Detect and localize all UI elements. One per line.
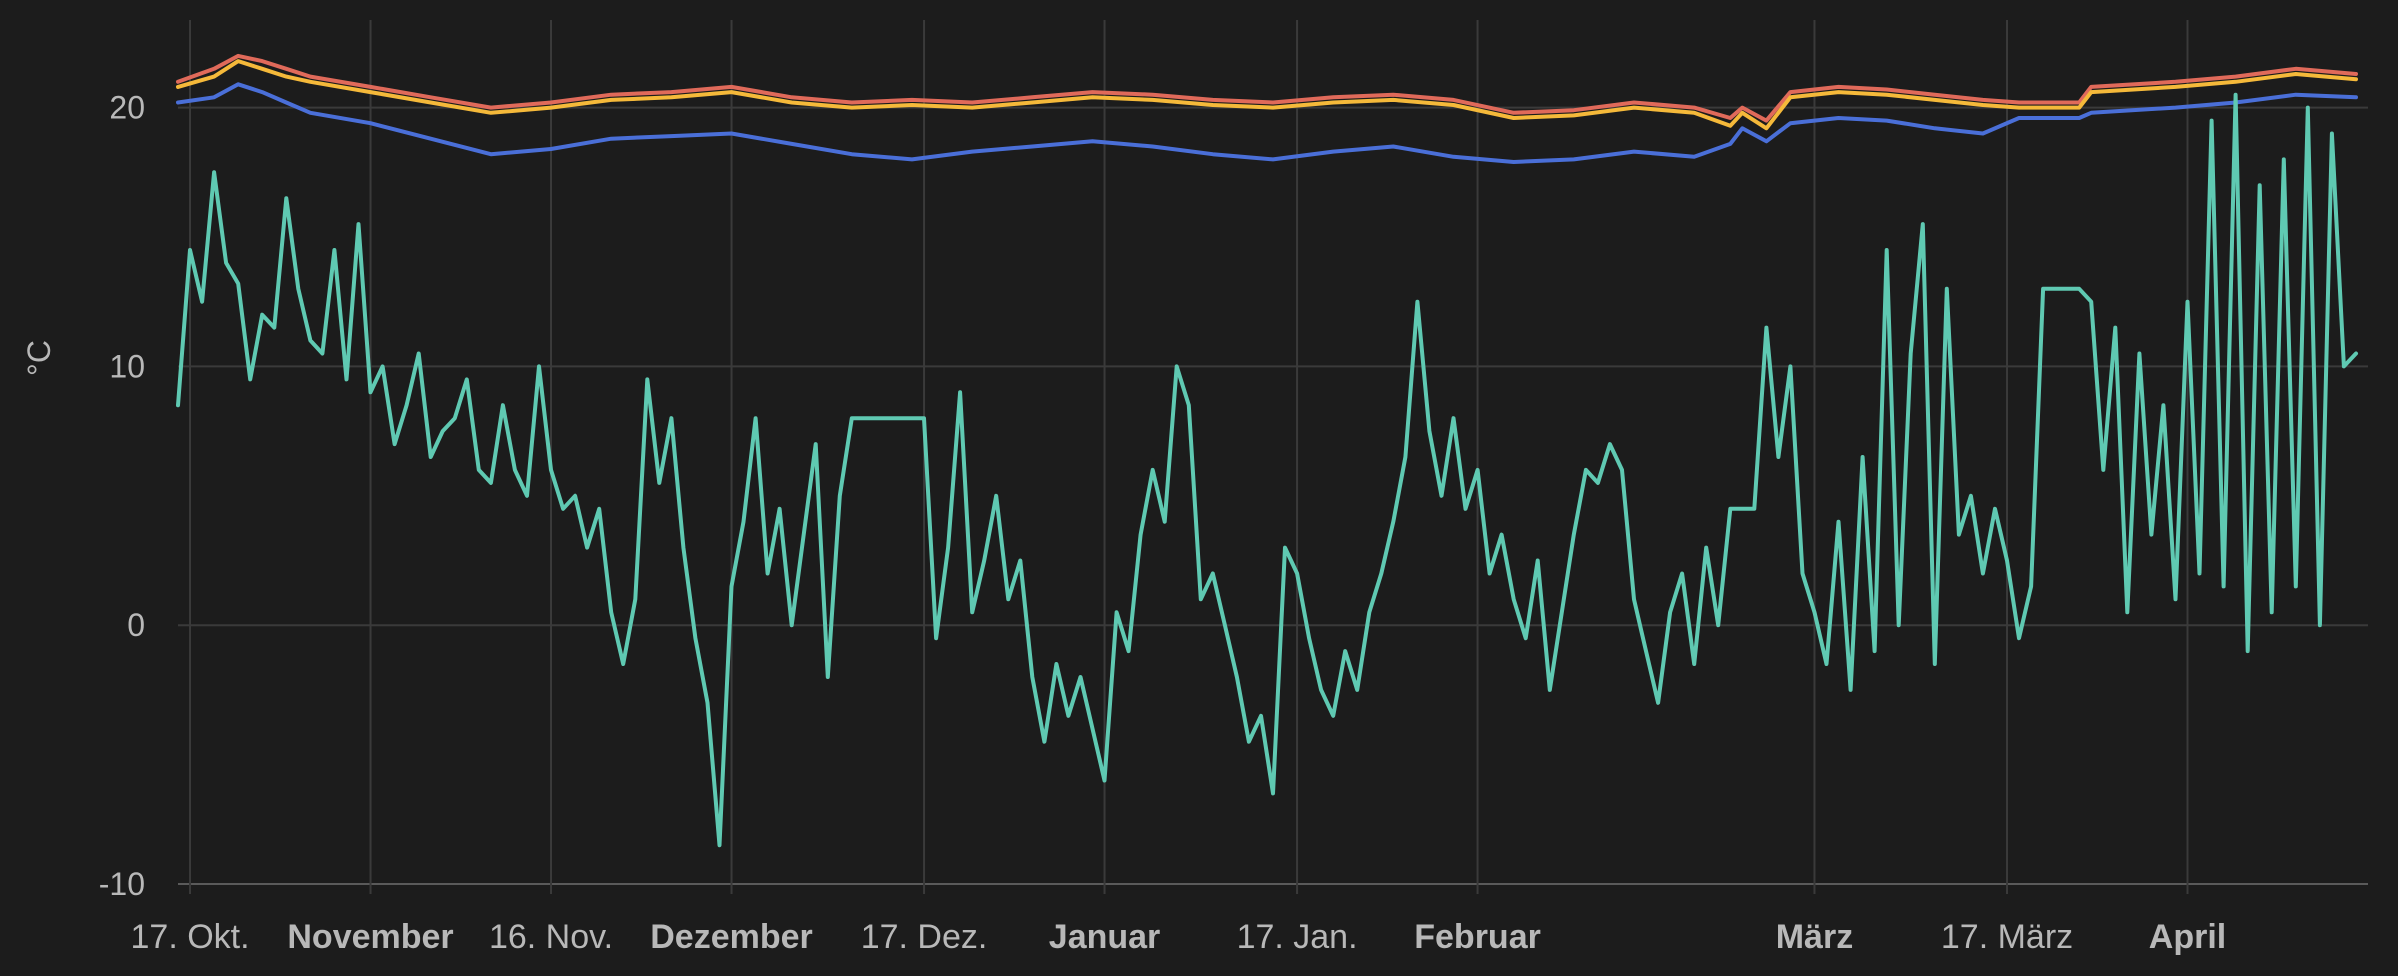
y-tick-label: 10 (109, 348, 145, 384)
x-tick-label: März (1776, 918, 1853, 956)
y-tick-label: 0 (127, 607, 145, 643)
x-tick-label: 17. Okt. (131, 918, 250, 956)
axis-layer: °C 20 10 0 -10 17. Okt. November 16. Nov. Dezem… (21, 90, 2226, 956)
x-tick-label: 17. Jan. (1237, 918, 1358, 956)
series-line-3 (176, 82, 2358, 164)
x-tick-label: Januar (1049, 918, 1161, 956)
grid-layer (178, 20, 2368, 894)
y-tick-label: -10 (99, 866, 145, 902)
x-tick-label: Dezember (650, 918, 813, 956)
x-tick-label: 16. Nov. (489, 918, 613, 956)
series-layer (176, 53, 2358, 848)
x-tick-label: 17. Dez. (861, 918, 988, 956)
y-tick-label: 20 (109, 90, 145, 126)
x-tick-label: April (2149, 918, 2226, 956)
y-axis-unit-label: °C (21, 340, 57, 376)
series-line-2 (176, 59, 2358, 131)
x-tick-label: November (287, 918, 453, 956)
x-tick-label: 17. März (1941, 918, 2073, 956)
series-line-1 (176, 53, 2358, 123)
x-tick-label: Februar (1414, 918, 1541, 956)
series-line-4 (176, 92, 2358, 848)
